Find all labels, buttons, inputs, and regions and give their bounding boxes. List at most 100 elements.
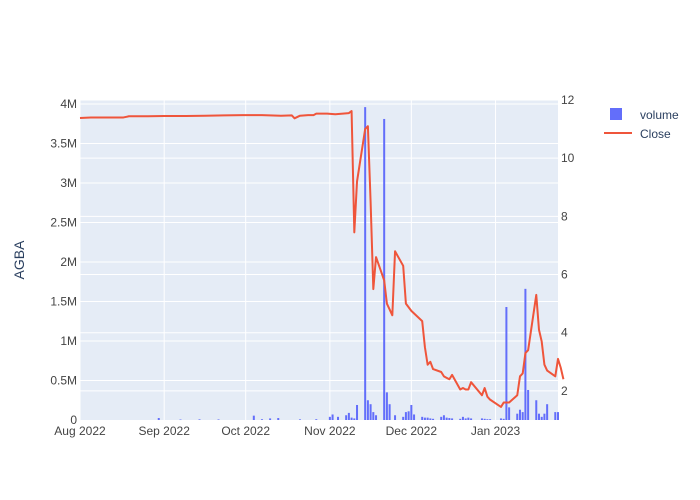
y-left-tick-label-7: 3.5M [50, 136, 77, 150]
volume-bar-62 [540, 416, 543, 420]
volume-bar-15 [350, 417, 353, 420]
volume-bar-66 [557, 412, 559, 420]
volume-bar-2 [198, 419, 201, 420]
volume-bar-20 [369, 404, 372, 420]
volume-bar-8 [298, 419, 301, 420]
volume-bar-18 [364, 107, 367, 420]
y-right-tick-label-5: 12 [561, 93, 575, 107]
legend-swatch-volume [610, 108, 622, 120]
volume-bar-45 [467, 417, 470, 420]
volume-bar-63 [543, 413, 546, 420]
x-tick-label-5: Jan 2023 [471, 424, 521, 438]
volume-bar-60 [535, 400, 538, 420]
legend-item-volume[interactable]: volume [610, 108, 679, 122]
volume-bar-19 [366, 400, 369, 420]
y-right-tick-label-1: 4 [561, 326, 568, 340]
volume-bar-43 [461, 416, 464, 420]
volume-bar-10 [328, 416, 331, 420]
x-tick-label-0: Aug 2022 [54, 424, 106, 438]
volume-bar-34 [426, 417, 429, 420]
y-right-tick-label-3: 8 [561, 209, 568, 223]
x-axis: Aug 2022 Sep 2022 Oct 2022 Nov 2022 Dec 2022… [54, 424, 520, 438]
volume-bar-4 [252, 415, 255, 420]
volume-bar-31 [413, 414, 416, 420]
y-left-tick-label-6: 3M [60, 176, 77, 190]
volume-bar-7 [277, 418, 280, 420]
volume-bar-49 [486, 419, 489, 420]
y-left-tick-label-5: 2.5M [50, 215, 77, 229]
volume-bar-65 [554, 412, 557, 420]
y-left-tick-label-2: 1M [60, 334, 77, 348]
volume-bar-37 [440, 416, 443, 420]
close-line-layer [79, 110, 565, 408]
volume-bars [157, 107, 559, 421]
volume-bar-48 [483, 418, 486, 420]
plot-area [80, 100, 558, 420]
x-tick-label-1: Sep 2022 [138, 424, 190, 438]
legend-item-close[interactable]: Close [604, 127, 671, 141]
close-line [79, 110, 565, 408]
volume-bar-39 [445, 417, 448, 420]
volume-bar-32 [421, 416, 424, 420]
volume-bar-42 [459, 418, 462, 420]
volume-bar-25 [388, 404, 391, 420]
volume-bar-11 [331, 414, 334, 420]
y-left-tick-label-0: 0 [70, 413, 77, 427]
legend-label-volume: volume [640, 108, 679, 122]
legend[interactable]: volume Close [604, 108, 679, 141]
volume-bar-33 [423, 417, 426, 420]
volume-bar-55 [516, 413, 519, 420]
volume-bar-47 [480, 418, 483, 420]
volume-bar-41 [451, 418, 454, 420]
volume-bar-30 [410, 404, 413, 420]
volume-bar-44 [464, 418, 467, 420]
volume-bar-6 [269, 418, 272, 420]
volume-bar-50 [489, 419, 492, 420]
y-right-tick-label-0: 2 [561, 384, 568, 398]
volume-bar-24 [385, 392, 388, 420]
volume-bar-57 [521, 412, 524, 420]
volume-bar-14 [347, 412, 350, 420]
volume-bar-13 [345, 415, 348, 420]
x-tick-label-2: Oct 2022 [221, 424, 270, 438]
left-y-axis: 0 0.5M 1M 1.5M 2M 2.5M 3M 3.5M 4M [50, 97, 77, 427]
y-left-tick-label-4: 2M [60, 255, 77, 269]
volume-bar-3 [217, 419, 220, 420]
volume-bar-51 [499, 418, 502, 420]
y-left-tick-label-8: 4M [60, 97, 77, 111]
x-tick-label-3: Nov 2022 [304, 424, 356, 438]
volume-bar-46 [470, 418, 473, 420]
y-axis-title: AGBA [11, 240, 27, 280]
right-y-axis: 2 4 6 8 10 12 [561, 93, 575, 398]
volume-bar-52 [502, 418, 505, 420]
y-left-tick-label-1: 0.5M [50, 373, 77, 387]
volume-bar-56 [518, 409, 521, 420]
volume-bar-40 [448, 418, 451, 420]
volume-bar-21 [372, 412, 375, 420]
volume-bar-54 [508, 407, 511, 420]
volume-bar-27 [402, 416, 405, 420]
volume-bar-12 [337, 416, 340, 420]
x-tick-label-4: Dec 2022 [386, 424, 438, 438]
volume-bar-9 [315, 419, 318, 420]
volume-bar-35 [429, 418, 432, 420]
volume-bar-1 [179, 419, 182, 421]
volume-bar-0 [157, 418, 160, 420]
volume-bar-38 [442, 415, 445, 420]
volume-bar-64 [546, 404, 549, 420]
grid-lines [79, 99, 558, 420]
y-right-tick-label-2: 6 [561, 268, 568, 282]
volume-bar-53 [505, 307, 508, 420]
volume-bar-16 [353, 418, 356, 420]
volume-bar-61 [537, 413, 540, 420]
volume-bar-22 [375, 415, 378, 420]
volume-bar-26 [394, 415, 397, 420]
y-right-tick-label-4: 10 [561, 151, 575, 165]
volume-bar-28 [404, 412, 407, 420]
volume-bar-29 [407, 411, 410, 420]
legend-label-close: Close [640, 127, 671, 141]
volume-bar-5 [260, 419, 263, 420]
volume-bar-17 [356, 404, 359, 420]
y-left-tick-label-3: 1.5M [50, 294, 77, 308]
